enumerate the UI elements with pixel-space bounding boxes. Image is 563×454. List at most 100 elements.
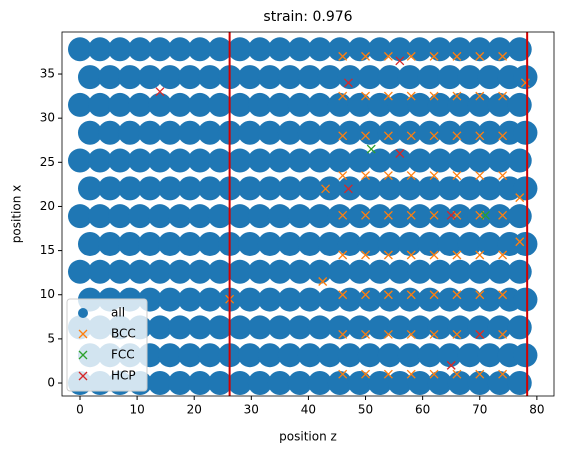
x-tick-label: 70	[472, 403, 487, 417]
point	[467, 315, 492, 340]
point	[498, 330, 508, 339]
point	[317, 287, 342, 312]
point	[177, 343, 202, 368]
x-axis-label: position z	[279, 430, 337, 444]
point	[67, 259, 92, 284]
point	[477, 343, 502, 368]
point	[457, 343, 482, 368]
point	[361, 250, 370, 260]
point	[367, 315, 392, 340]
point	[437, 176, 462, 201]
point	[117, 120, 142, 145]
point	[197, 65, 222, 90]
point	[347, 259, 372, 284]
point	[446, 210, 456, 220]
legend-label: all	[111, 306, 125, 320]
point	[452, 250, 462, 260]
point	[452, 369, 462, 379]
point	[475, 51, 485, 61]
point	[498, 210, 508, 220]
point	[487, 37, 512, 62]
point	[167, 92, 192, 117]
y-tick-label: 20	[40, 199, 55, 213]
point	[177, 65, 202, 90]
point	[197, 176, 222, 201]
point	[395, 149, 405, 158]
point	[87, 92, 112, 117]
point	[361, 210, 370, 220]
point	[127, 204, 152, 229]
point	[157, 287, 182, 312]
point	[337, 65, 362, 90]
point	[427, 204, 452, 229]
point	[347, 204, 372, 229]
point	[127, 148, 152, 173]
point	[513, 65, 538, 90]
point	[467, 148, 492, 173]
point	[498, 51, 508, 61]
point	[417, 231, 442, 256]
point	[437, 65, 462, 90]
point	[237, 231, 262, 256]
point	[157, 65, 182, 90]
point	[377, 176, 402, 201]
point	[247, 92, 272, 117]
point	[77, 65, 102, 90]
point	[207, 371, 232, 396]
point	[429, 171, 439, 181]
point	[237, 65, 262, 90]
point	[429, 91, 439, 101]
point	[227, 315, 252, 340]
legend-label: BCC	[111, 327, 136, 341]
point	[117, 231, 142, 256]
point	[357, 65, 382, 90]
point	[397, 287, 422, 312]
point	[357, 176, 382, 201]
point	[277, 120, 302, 145]
point	[147, 259, 172, 284]
x-tick-label: 30	[244, 403, 259, 417]
point	[67, 148, 92, 173]
point	[307, 148, 332, 173]
point	[247, 371, 272, 396]
point	[117, 176, 142, 201]
point	[197, 287, 222, 312]
point	[167, 204, 192, 229]
point	[67, 92, 92, 117]
point	[187, 371, 212, 396]
point	[513, 176, 538, 201]
point	[367, 204, 392, 229]
point	[417, 65, 442, 90]
series-1	[225, 51, 530, 379]
point	[447, 148, 472, 173]
point	[147, 204, 172, 229]
point	[507, 92, 532, 117]
point	[127, 37, 152, 62]
point	[452, 91, 462, 101]
point	[507, 204, 532, 229]
point	[227, 148, 252, 173]
series-3	[155, 56, 485, 370]
point	[87, 259, 112, 284]
point	[387, 315, 412, 340]
point	[377, 231, 402, 256]
point	[327, 315, 352, 340]
point	[366, 144, 376, 154]
point	[77, 231, 102, 256]
point	[317, 120, 342, 145]
point	[97, 231, 122, 256]
point	[257, 287, 282, 312]
point	[337, 176, 362, 201]
point	[107, 92, 132, 117]
point	[487, 204, 512, 229]
point	[429, 131, 439, 141]
point	[487, 259, 512, 284]
y-tick-label: 15	[40, 243, 55, 257]
point	[406, 369, 416, 379]
point	[447, 204, 472, 229]
point	[397, 65, 422, 90]
point	[383, 210, 393, 220]
point	[147, 315, 172, 340]
point	[406, 290, 416, 300]
